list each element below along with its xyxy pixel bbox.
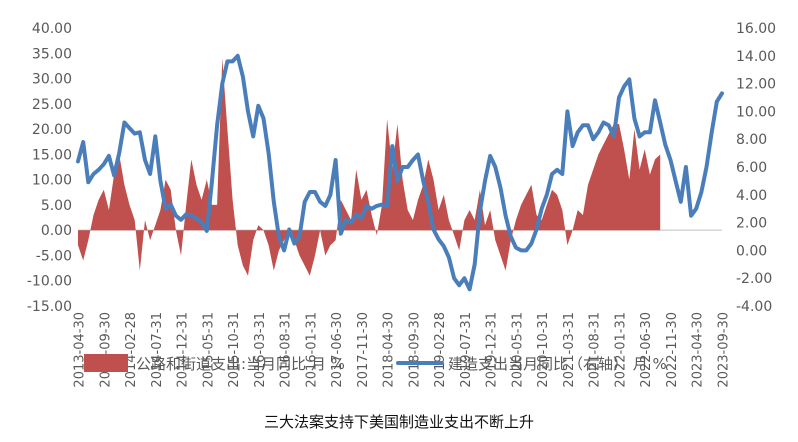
legend-label-area: 公路和街道支出:当月同比 月 % (136, 355, 345, 373)
line-series-construction-spending (76, 53, 724, 292)
area-series-road-spending (78, 58, 661, 276)
right-tick-label: -4.00 (736, 299, 772, 315)
x-tick-label: 2022-01-31 (613, 312, 628, 388)
chart-caption: 三大法案支持下美国制造业支出不断上升 (263, 413, 534, 431)
x-tick-label: 2013-09-30 (98, 312, 113, 388)
x-tick-label: 2014-12-31 (176, 312, 191, 388)
x-tick-label: 2014-07-31 (150, 312, 165, 388)
right-tick-label: 6.00 (736, 160, 767, 176)
legend-swatch-area (84, 354, 128, 372)
x-tick-label: 2018-09-30 (407, 312, 422, 388)
right-tick-label: -2.00 (736, 271, 772, 287)
left-tick-label: 5.00 (41, 198, 72, 214)
x-tick-label: 2019-07-31 (459, 312, 474, 388)
left-tick-label: 20.00 (32, 122, 72, 138)
left-tick-label: 10.00 (32, 173, 72, 189)
left-tick-label: 30.00 (32, 72, 72, 88)
x-tick-label: 2016-08-31 (279, 312, 294, 388)
right-tick-label: 8.00 (736, 132, 767, 148)
x-tick-label: 2016-03-31 (253, 312, 268, 388)
right-tick-label: 16.00 (736, 21, 776, 37)
x-tick-label: 2015-10-31 (227, 312, 242, 388)
left-tick-label: 35.00 (32, 46, 72, 62)
x-tick-label: 2020-05-31 (510, 312, 525, 388)
left-tick-label: -10.00 (27, 274, 72, 290)
right-tick-label: 14.00 (736, 49, 776, 65)
x-tick-label: 2020-10-31 (536, 312, 551, 388)
x-tick-label: 2021-08-31 (588, 312, 603, 388)
legend-label-line: 建造支出当月同比（右轴） 月 % (448, 355, 667, 373)
x-tick-label: 2023-04-30 (691, 312, 706, 388)
left-tick-label: 0.00 (41, 223, 72, 239)
x-tick-label: 2021-03-31 (562, 312, 577, 388)
left-tick-label: 25.00 (32, 97, 72, 113)
x-tick-label: 2016-01-31 (304, 312, 319, 388)
left-tick-label: -15.00 (27, 299, 72, 315)
x-tick-label: 2017-06-30 (330, 312, 345, 388)
x-tick-label: 2014-02-28 (124, 312, 139, 388)
right-tick-label: 4.00 (736, 188, 767, 204)
x-tick-label: 2022-06-30 (639, 312, 654, 388)
x-tick-label: 2023-09-30 (717, 312, 732, 388)
left-tick-label: 40.00 (32, 21, 72, 37)
right-tick-label: 10.00 (736, 104, 776, 120)
right-tick-label: 12.00 (736, 77, 776, 93)
right-tick-label: 0.00 (736, 243, 767, 259)
x-tick-label: 2019-02-28 (433, 312, 448, 388)
x-tick-label: 2019-12-31 (485, 312, 500, 388)
left-tick-label: -5.00 (36, 248, 72, 264)
x-tick-label: 2015-05-31 (201, 312, 216, 388)
x-tick-label: 2013-04-30 (73, 312, 88, 388)
x-tick-label: 2018-04-30 (382, 312, 397, 388)
right-tick-label: 2.00 (736, 216, 767, 232)
x-tick-label: 2017-11-30 (356, 312, 371, 388)
x-tick-label: 2022-11-30 (665, 312, 680, 388)
left-tick-label: 15.00 (32, 147, 72, 163)
